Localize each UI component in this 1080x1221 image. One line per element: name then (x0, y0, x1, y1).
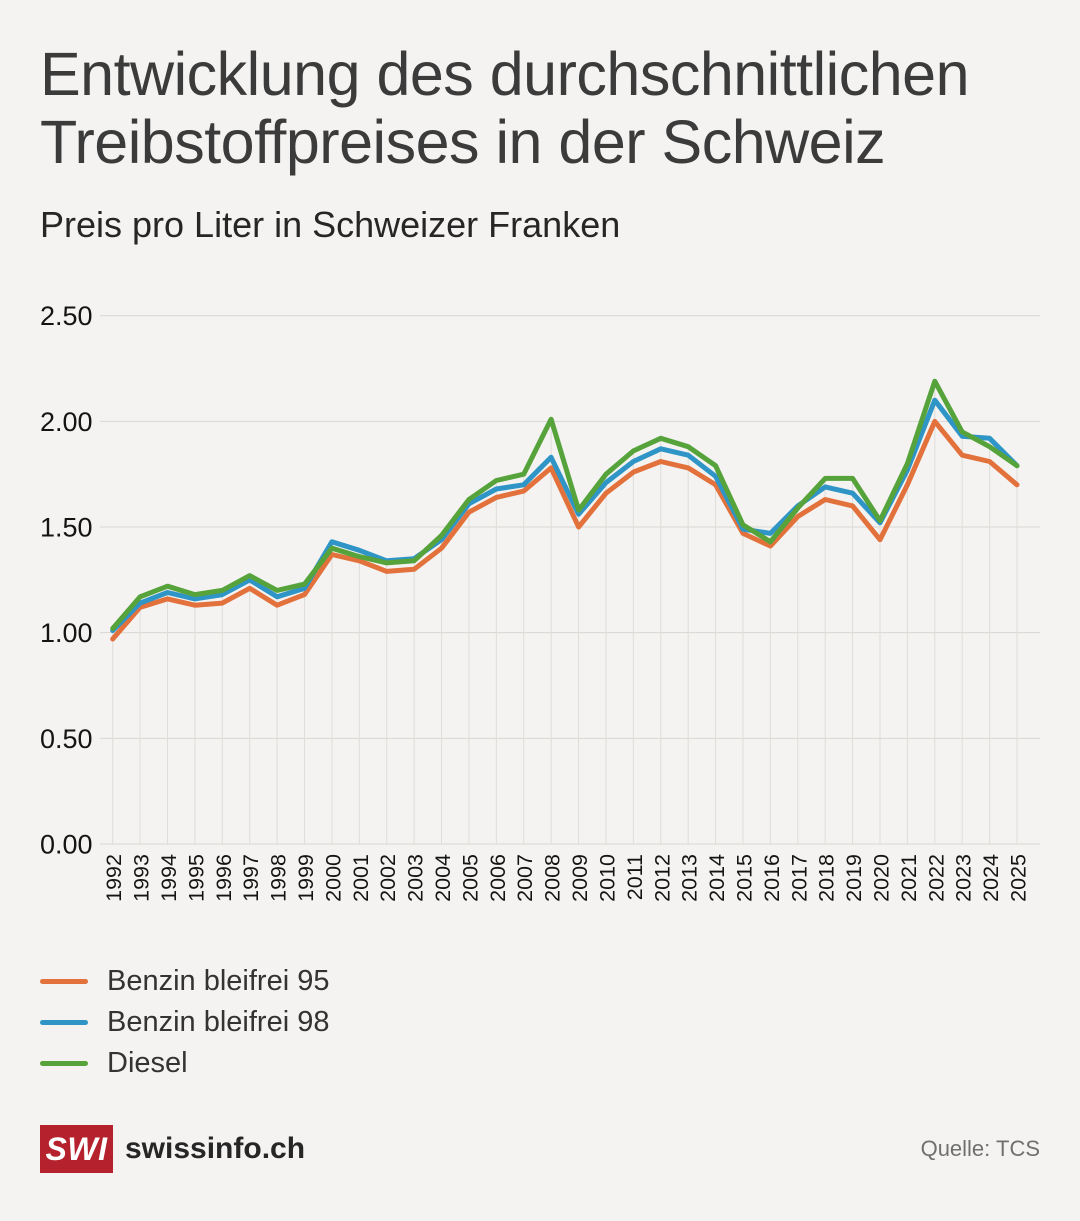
x-tick-label: 1998 (267, 854, 291, 902)
legend-label: Benzin bleifrei 98 (107, 1006, 330, 1038)
x-tick-label: 2019 (842, 854, 866, 902)
x-tick-label: 2016 (760, 854, 784, 902)
x-tick-label: 1997 (239, 854, 263, 902)
series-line-benzin-bleifrei-95 (110, 418, 1020, 642)
x-tick-label: 2002 (376, 854, 400, 902)
y-tick-label: 2.50 (40, 301, 93, 331)
legend-label: Diesel (107, 1047, 188, 1079)
legend-item-benzin-bleifrei-95: Benzin bleifrei 95 (40, 961, 329, 1002)
swi-logo-text: SWI (45, 1130, 108, 1167)
x-tick-label: 1994 (157, 854, 181, 902)
chart-title: Entwicklung des durchschnittlichen Treib… (40, 40, 970, 176)
series-line-benzin-bleifrei-98 (110, 397, 1020, 634)
chart-legend: Benzin bleifrei 95 Benzin bleifrei 98 Dies… (40, 961, 329, 1084)
x-tick-label: 2025 (1006, 854, 1030, 902)
line-chart: 0.00 0.50 1.00 1.50 2.00 2.50 1992 1993 1994 1995… (40, 301, 1040, 902)
x-tick-label: 2024 (979, 854, 1003, 902)
x-tick-label: 2004 (431, 854, 455, 902)
x-tick-label: 2021 (897, 854, 921, 902)
x-tick-label: 2011 (623, 854, 647, 900)
x-tick-label: 2001 (349, 854, 373, 902)
series-line-diesel (110, 378, 1020, 631)
y-tick-label: 0.00 (40, 830, 93, 860)
x-tick-label: 1992 (102, 854, 126, 902)
chart-subtitle: Preis pro Liter in Schweizer Franken (40, 204, 621, 245)
x-tick-label: 2006 (486, 854, 510, 902)
x-tick-label: 2017 (787, 854, 811, 902)
x-tick-label: 2022 (924, 854, 948, 902)
x-tick-label: 2018 (815, 854, 839, 902)
swi-logo: SWI (40, 1125, 113, 1173)
legend-item-benzin-bleifrei-98: Benzin bleifrei 98 (40, 1002, 329, 1043)
x-tick-label: 2015 (732, 854, 756, 902)
x-tick-label: 1995 (184, 854, 208, 902)
y-tick-label: 1.50 (40, 513, 93, 543)
x-tick-label: 1999 (294, 854, 318, 902)
source-credit: Quelle: TCS (920, 1136, 1040, 1161)
x-tick-label: 2007 (513, 854, 537, 902)
x-tick-label: 2008 (541, 854, 565, 902)
x-tick-label: 2012 (650, 854, 674, 902)
x-tick-label: 2010 (595, 854, 619, 902)
y-tick-label: 0.50 (40, 724, 93, 754)
x-tick-label: 2013 (678, 854, 702, 902)
x-tick-label: 1996 (212, 854, 236, 902)
y-tick-label: 1.00 (40, 618, 93, 648)
legend-item-diesel: Diesel (40, 1043, 329, 1084)
x-tick-label: 2000 (321, 854, 345, 902)
x-tick-label: 2005 (458, 854, 482, 902)
x-tick-label: 2023 (952, 854, 976, 902)
x-tick-label: 2020 (869, 854, 893, 902)
brand-name: swissinfo.ch (125, 1132, 306, 1165)
legend-swatch-benzin-bleifrei-98 (40, 1020, 88, 1025)
y-tick-label: 2.00 (40, 407, 93, 437)
legend-swatch-benzin-bleifrei-95 (40, 979, 88, 984)
x-tick-label: 1993 (130, 854, 154, 902)
x-tick-label: 2009 (568, 854, 592, 902)
legend-label: Benzin bleifrei 95 (107, 965, 330, 997)
x-tick-label: 2003 (404, 854, 428, 902)
x-tick-label: 2014 (705, 854, 729, 902)
legend-swatch-diesel (40, 1061, 88, 1066)
